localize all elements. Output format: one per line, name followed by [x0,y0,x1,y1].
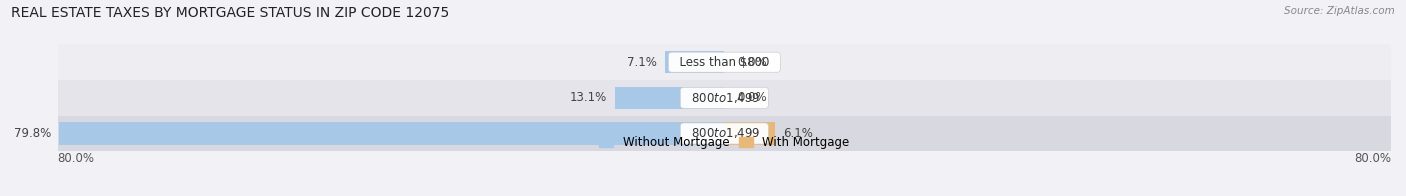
Bar [58,80,1391,116]
Text: $800 to $1,499: $800 to $1,499 [683,126,765,141]
Text: Source: ZipAtlas.com: Source: ZipAtlas.com [1284,6,1395,16]
Text: 80.0%: 80.0% [1354,152,1391,165]
Bar [58,44,1391,80]
Text: 0.0%: 0.0% [737,56,766,69]
Bar [59,122,724,144]
Legend: Without Mortgage, With Mortgage: Without Mortgage, With Mortgage [595,132,855,154]
Bar [724,122,775,144]
Text: REAL ESTATE TAXES BY MORTGAGE STATUS IN ZIP CODE 12075: REAL ESTATE TAXES BY MORTGAGE STATUS IN … [11,6,450,20]
Text: 80.0%: 80.0% [58,152,94,165]
Bar [665,51,724,73]
Bar [616,87,724,109]
Text: 79.8%: 79.8% [14,127,51,140]
Text: 6.1%: 6.1% [783,127,814,140]
Text: 7.1%: 7.1% [627,56,657,69]
Text: $800 to $1,499: $800 to $1,499 [683,91,765,105]
Text: 0.0%: 0.0% [737,91,766,104]
Text: 13.1%: 13.1% [569,91,607,104]
Bar [58,116,1391,151]
Text: Less than $800: Less than $800 [672,56,776,69]
